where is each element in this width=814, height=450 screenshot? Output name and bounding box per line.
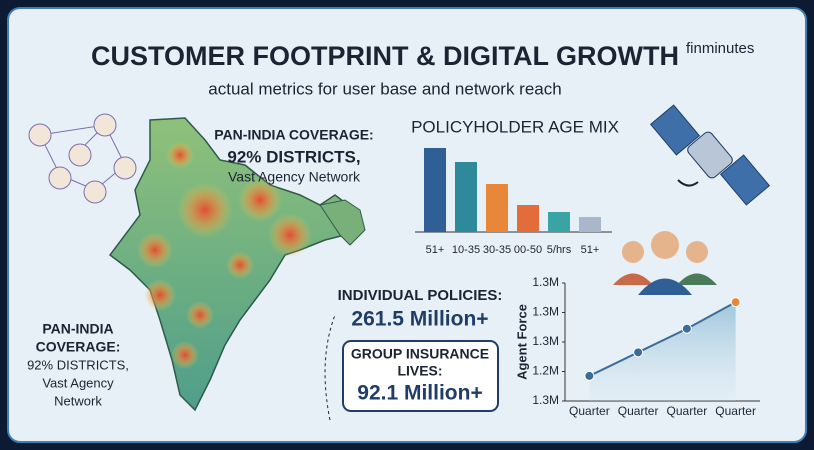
india-map xyxy=(108,117,366,412)
x-tick-label: 00-50 xyxy=(514,244,542,256)
x-tick-label: 10-35 xyxy=(452,244,480,256)
satellite-icon xyxy=(649,104,771,206)
x-tick-label: Quarter xyxy=(667,404,708,418)
callout-top-line: PAN-INDIA COVERAGE: xyxy=(214,127,373,143)
subtitle: actual metrics for user base and network… xyxy=(208,79,561,98)
y-tick-label: 1.3M xyxy=(532,393,559,407)
bar xyxy=(579,217,601,232)
line xyxy=(588,301,737,377)
bar xyxy=(424,148,446,232)
brand: finminutes xyxy=(686,40,754,57)
callout-left-line: COVERAGE: xyxy=(36,339,121,355)
callout-top-line: 92% DISTRICTS, xyxy=(227,147,360,166)
group-value: 92.1 Million+ xyxy=(357,382,482,405)
point xyxy=(681,323,692,334)
group-icon xyxy=(613,231,717,295)
x-tick-label: 51+ xyxy=(581,244,600,256)
group-label: LIVES: xyxy=(397,363,442,379)
group-label: GROUP INSURANCE xyxy=(351,346,489,362)
x-tick-label: Quarter xyxy=(715,404,756,418)
y-tick-label: 1.3M xyxy=(532,334,559,348)
callout-top-line: Vast Agency Network xyxy=(228,169,361,185)
y-tick-label: 1.3M xyxy=(532,275,559,289)
bar xyxy=(455,162,477,232)
callout-left-line: 92% DISTRICTS, xyxy=(27,357,129,372)
callout-left-line: Network xyxy=(54,393,102,408)
group-box xyxy=(342,340,499,412)
people-network xyxy=(28,113,137,204)
x-tick-label: Quarter xyxy=(569,404,610,418)
callout-left-line: Vast Agency xyxy=(42,375,114,390)
area xyxy=(589,302,736,401)
y-tick-label: 1.3M xyxy=(532,305,559,319)
bar xyxy=(548,212,570,232)
x-tick-label: Quarter xyxy=(618,404,659,418)
individual-value: 261.5 Million+ xyxy=(351,308,488,331)
bar xyxy=(517,205,539,232)
y-tick-label: 1.2M xyxy=(532,364,559,378)
individual-label: INDIVIDUAL POLICIES: xyxy=(338,287,503,304)
point xyxy=(584,370,595,381)
point xyxy=(730,297,741,308)
y-axis-label: Agent Force xyxy=(514,304,529,380)
point xyxy=(633,347,644,358)
arrow xyxy=(324,314,336,421)
title: CUSTOMER FOOTPRINT & DIGITAL GROWTH xyxy=(91,41,679,71)
callout-left: PAN-INDIA COVERAGE: 92% DISTRICTS, Vast Age… xyxy=(27,321,129,409)
bar xyxy=(486,184,508,232)
x-tick-label: 51+ xyxy=(426,244,445,256)
x-tick-label: 5/hrs xyxy=(547,244,572,256)
bar-title: POLICYHOLDER AGE MIX xyxy=(411,117,619,136)
x-tick-label: 30-35 xyxy=(483,244,511,256)
callout-left-line: PAN-INDIA xyxy=(42,321,113,337)
